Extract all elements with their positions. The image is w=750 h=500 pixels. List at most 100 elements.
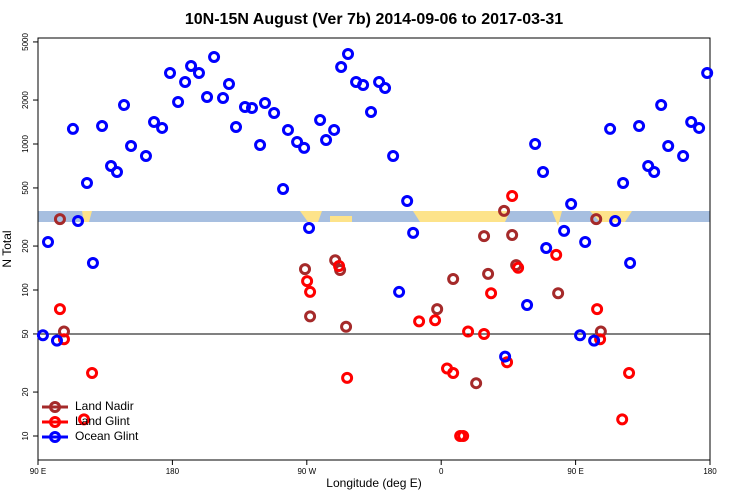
data-point [304,310,317,323]
data-point [447,272,460,285]
data-point [485,287,498,300]
data-point [42,236,55,249]
data-point [148,115,161,128]
data-point [379,81,392,94]
data-point [594,333,607,346]
legend-marker [49,431,61,443]
data-point [579,236,592,249]
data-point [588,334,601,347]
data-point [609,214,622,227]
data-point [139,149,152,162]
data-point [537,165,550,178]
y-tick-label: 1000 [21,135,30,153]
data-point [617,176,630,189]
data-point [565,198,578,211]
plot-frame [37,37,711,461]
y-tick-label: 10 [21,431,30,440]
data-point [413,315,426,328]
data-point [499,350,512,363]
data-point [550,248,563,261]
land-patch [300,211,322,222]
data-point [77,413,90,426]
data-point [57,333,70,346]
data-point [633,120,646,133]
data-point [245,101,258,114]
x-tick-label: 0 [439,467,444,476]
y-axis-label: N Total [0,230,14,267]
data-point [277,182,290,195]
data-point [80,176,93,189]
data-point [604,122,617,135]
data-point [179,75,192,88]
land-patch [330,216,352,222]
data-point [192,67,205,80]
land-patch [552,211,562,226]
data-point [642,159,655,172]
data-point [335,61,348,74]
data-point [304,285,317,298]
y-tick-label: 50 [21,329,30,338]
x-tick-label: 180 [703,467,717,476]
data-point [590,213,603,226]
data-point [501,356,514,369]
data-point [303,221,316,234]
data-point [521,298,534,311]
x-tick-label: 90 W [297,467,316,476]
data-point [341,371,354,384]
legend-label: Land Nadir [75,399,134,413]
data-point [299,263,312,276]
data-point [677,149,690,162]
data-point [238,101,251,114]
data-point [298,141,311,154]
data-point [328,123,341,136]
data-point [387,149,400,162]
data-point [86,257,99,270]
data-point [529,137,542,150]
y-tick-label: 5000 [21,32,30,50]
land-strip [38,211,710,226]
data-point [333,260,346,273]
legend-label: Land Glint [75,414,130,428]
data-point [301,275,314,288]
data-point [462,325,475,338]
land-patch [82,211,92,222]
data-point [254,139,267,152]
data-point [373,75,386,88]
data-point [540,241,553,254]
data-point [655,99,668,112]
data-point [53,213,66,226]
data-point [574,329,587,342]
data-point [498,204,511,217]
data-point [66,122,79,135]
legend-label: Ocean Glint [75,429,139,443]
data-point [447,367,460,380]
data-point [96,120,109,133]
land-patch [413,211,510,222]
data-point [591,303,604,316]
data-point [230,121,243,134]
data-point [172,96,185,109]
data-point [340,320,353,333]
data-point [478,327,491,340]
data-point [164,67,177,80]
data-point [512,261,525,274]
data-point [623,367,636,380]
data-point [431,303,444,316]
data-point [36,329,49,342]
data-point [105,159,118,172]
x-tick-label: 180 [166,467,180,476]
data-point [291,135,304,148]
chart-title: 10N-15N August (Ver 7b) 2014-09-06 to 20… [185,11,563,28]
data-point [478,230,491,243]
data-point [457,430,470,443]
data-point [86,367,99,380]
data-point [125,139,138,152]
data-point [506,190,519,203]
y-tick-label: 500 [21,181,30,195]
data-point [482,267,495,280]
data-point [72,214,85,227]
data-point [110,165,123,178]
data-point [648,165,661,178]
legend-marker [49,416,61,428]
